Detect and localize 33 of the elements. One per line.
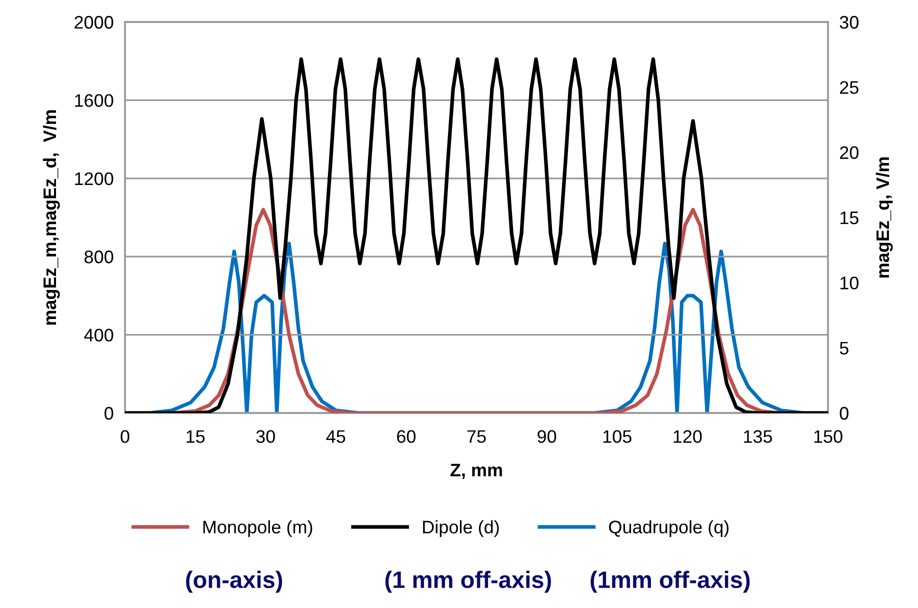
x-tick-label: 0 [120,430,130,443]
text: (on-axis) [186,570,282,593]
y2-tick-label: 10 [840,276,858,290]
y-tick-label: 400 [84,328,114,342]
x-tick-label: 150 [814,430,842,443]
y2-tick-label: 25 [840,81,858,94]
y2-tick-label: 30 [840,16,858,29]
x-tick-label: 120 [674,430,702,443]
text: (1mm off-axis) [590,570,750,593]
legend-label: Quadrupole (q) [609,520,729,538]
legend-label: Monopole (m) [203,520,312,538]
y-tick-label: 0 [104,406,114,420]
legend-label: Dipole (d) [423,520,499,538]
x-tick-label: 90 [538,430,556,443]
x-tick-label: 45 [326,430,346,443]
x-tick-label: 135 [744,430,772,443]
x-tick-label: 105 [603,430,632,443]
y2-tick-label: 20 [840,146,858,160]
y2-tick-label: 0 [840,406,848,420]
text: (1 mm off-axis) [385,570,551,593]
y2-tick-label: 5 [840,342,848,355]
y-axis-title: magEz_m,magEz_d, V/m [42,110,60,325]
x-tick-label: 15 [186,430,205,443]
x-tick-label: 75 [467,430,486,443]
x-tick-label: 60 [397,430,416,443]
y2-tick-label: 15 [840,212,858,224]
x-axis-title: Z, mm [450,464,502,480]
y-tick-label: 2000 [74,16,114,29]
y-tick-label: 1600 [75,94,114,107]
y2-axis-title: magEz_q, V/m [876,157,893,278]
x-tick-label: 30 [256,430,275,443]
y-tick-label: 800 [84,250,114,264]
y-tick-label: 1200 [75,172,114,186]
